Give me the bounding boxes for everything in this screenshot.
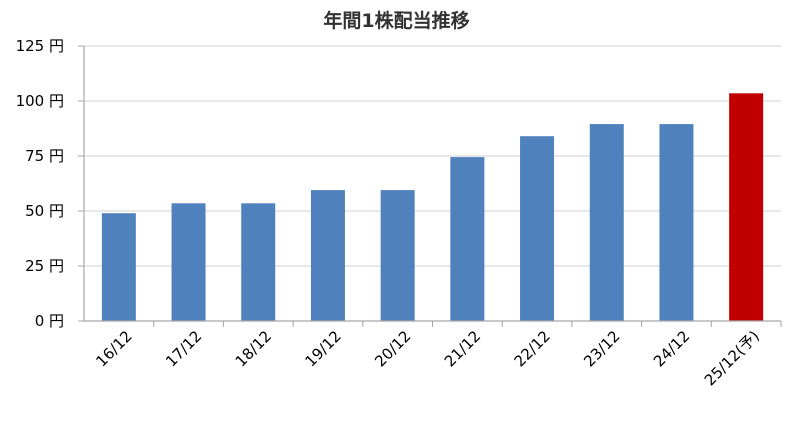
bar-25-12: [729, 93, 764, 321]
bar-22-12: [520, 136, 555, 321]
bar-24-12: [659, 124, 694, 321]
x-category-label: 19/12: [301, 327, 344, 370]
bar-21-12: [450, 157, 485, 321]
x-category-label: 24/12: [650, 327, 693, 370]
bar-19-12: [310, 190, 345, 321]
x-category-label: 16/12: [92, 327, 135, 370]
x-category-label: 18/12: [232, 327, 275, 370]
chart-title: 年間1株配当推移: [323, 10, 470, 32]
x-category-label: 20/12: [371, 327, 414, 370]
x-category-label: 25/12(予): [701, 327, 763, 389]
bar-17-12: [171, 203, 206, 321]
y-tick-label: 75 円: [25, 147, 64, 165]
y-tick-label: 100 円: [16, 92, 64, 110]
x-category-label: 22/12: [511, 327, 554, 370]
y-tick-label: 25 円: [25, 257, 64, 275]
y-tick-label: 125 円: [16, 37, 64, 55]
y-tick-label: 0 円: [35, 312, 64, 330]
x-category-label: 17/12: [162, 327, 205, 370]
y-tick-label: 50 円: [25, 202, 64, 220]
bar-20-12: [380, 190, 415, 321]
bar-16-12: [101, 213, 136, 321]
x-category-label: 21/12: [441, 327, 484, 370]
bar-18-12: [241, 203, 276, 321]
bar-23-12: [589, 124, 624, 321]
x-category-label: 23/12: [580, 327, 623, 370]
